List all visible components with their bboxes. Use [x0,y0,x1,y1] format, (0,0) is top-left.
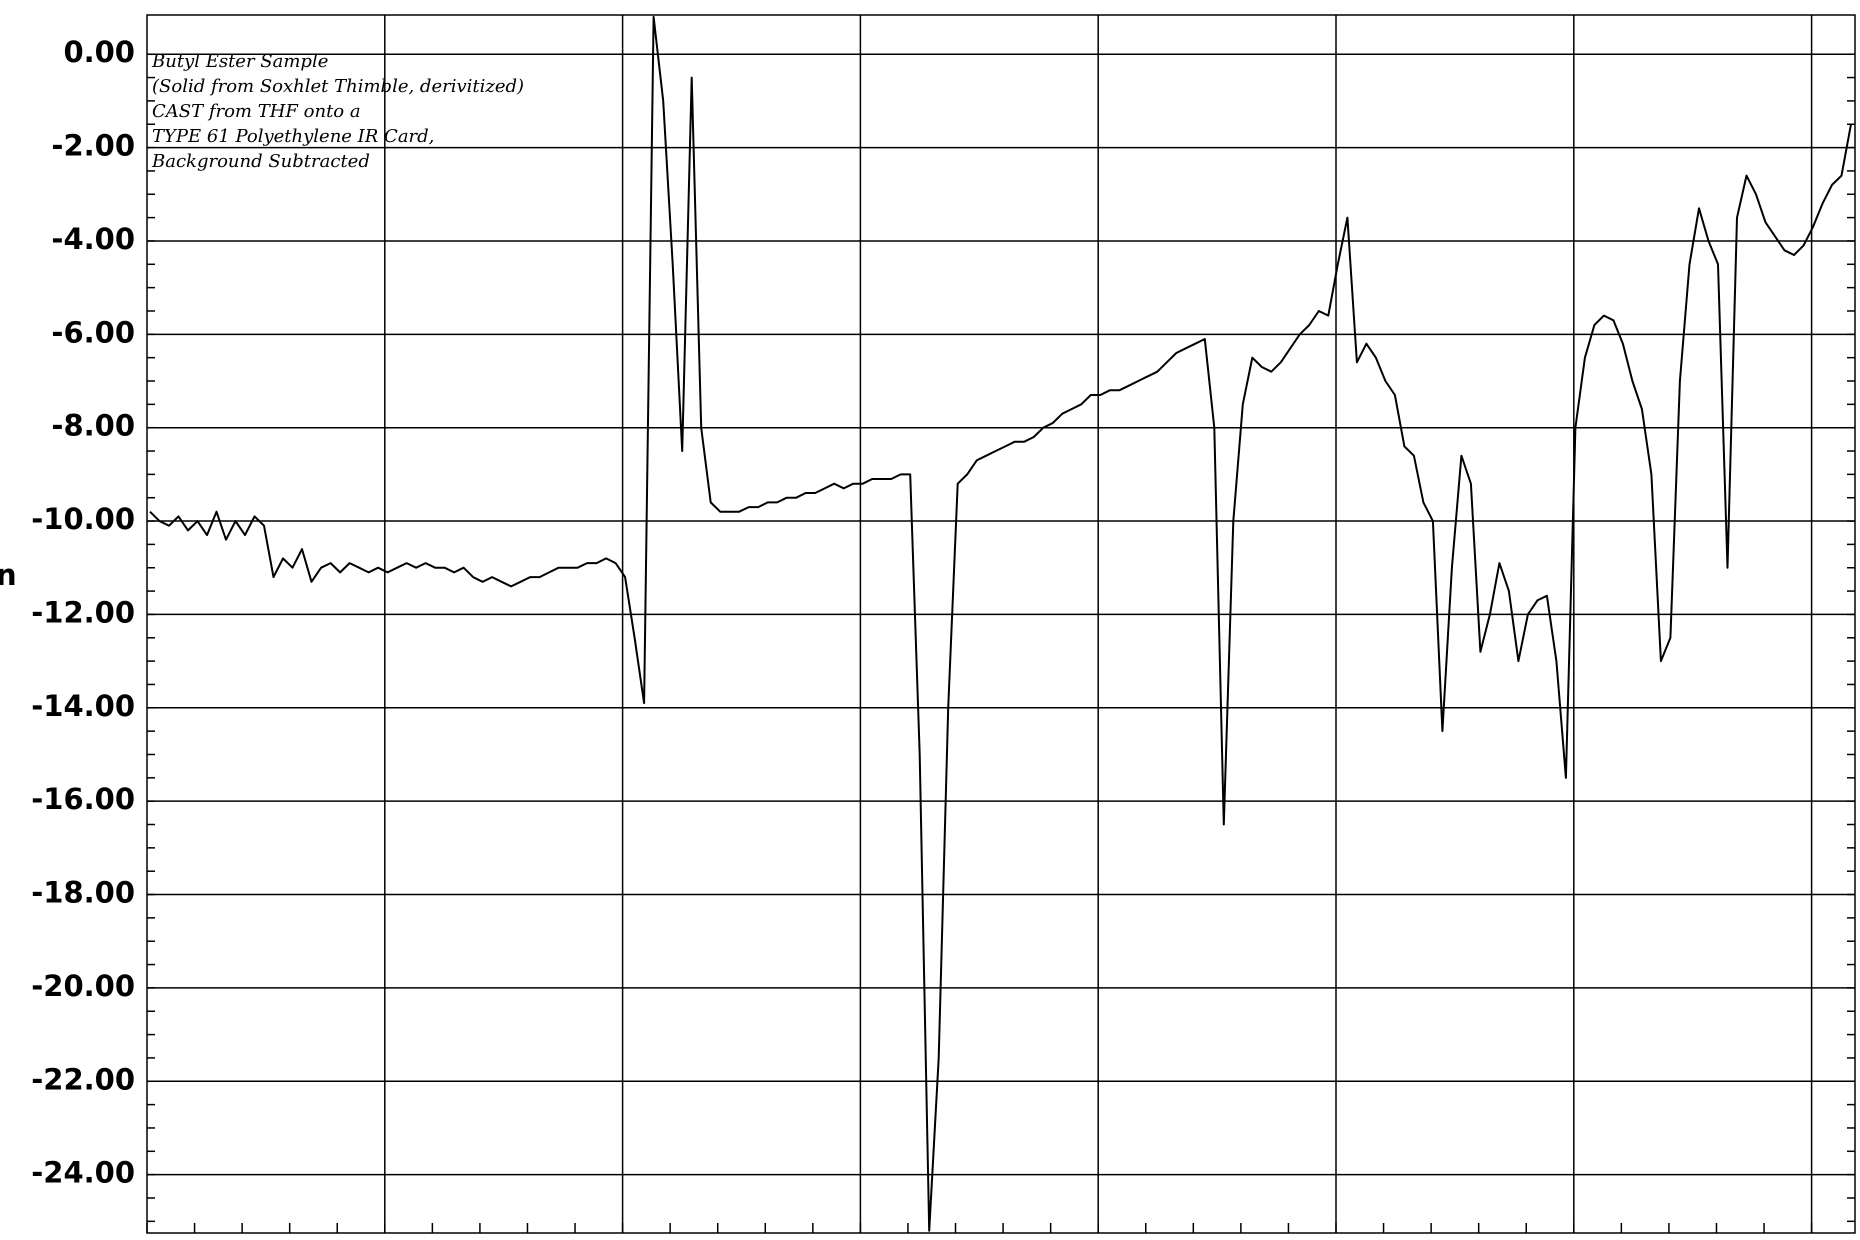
annotation: Butyl Ester Sample [151,51,328,72]
y-tick-label: -12.00 [31,595,135,629]
y-tick-label: -6.00 [51,315,135,349]
y-tick-label: -4.00 [51,222,135,256]
y-tick-label: -20.00 [31,969,135,1003]
y-tick-label: -18.00 [31,876,135,910]
annotation: Background Subtracted [151,151,370,172]
y-tick-label: -16.00 [31,782,135,816]
annotation: CAST from THF onto a [152,101,361,122]
y-tick-label: -10.00 [31,502,135,536]
spectrum-line [149,15,1852,1232]
plot-frame [146,14,1856,1234]
y-tick-label: -24.00 [31,1156,135,1190]
annotation: (Solid from Soxhlet Thimble, derivitized… [152,76,524,97]
y-tick-label: -8.00 [51,409,135,443]
annotation: TYPE 61 Polyethylene IR Card, [152,126,434,147]
y-axis-label: n [0,558,17,592]
y-tick-label: -22.00 [31,1062,135,1096]
y-tick-label: 0.00 [63,35,135,69]
y-tick-label: -2.00 [51,129,135,163]
y-tick-label: -14.00 [31,689,135,723]
